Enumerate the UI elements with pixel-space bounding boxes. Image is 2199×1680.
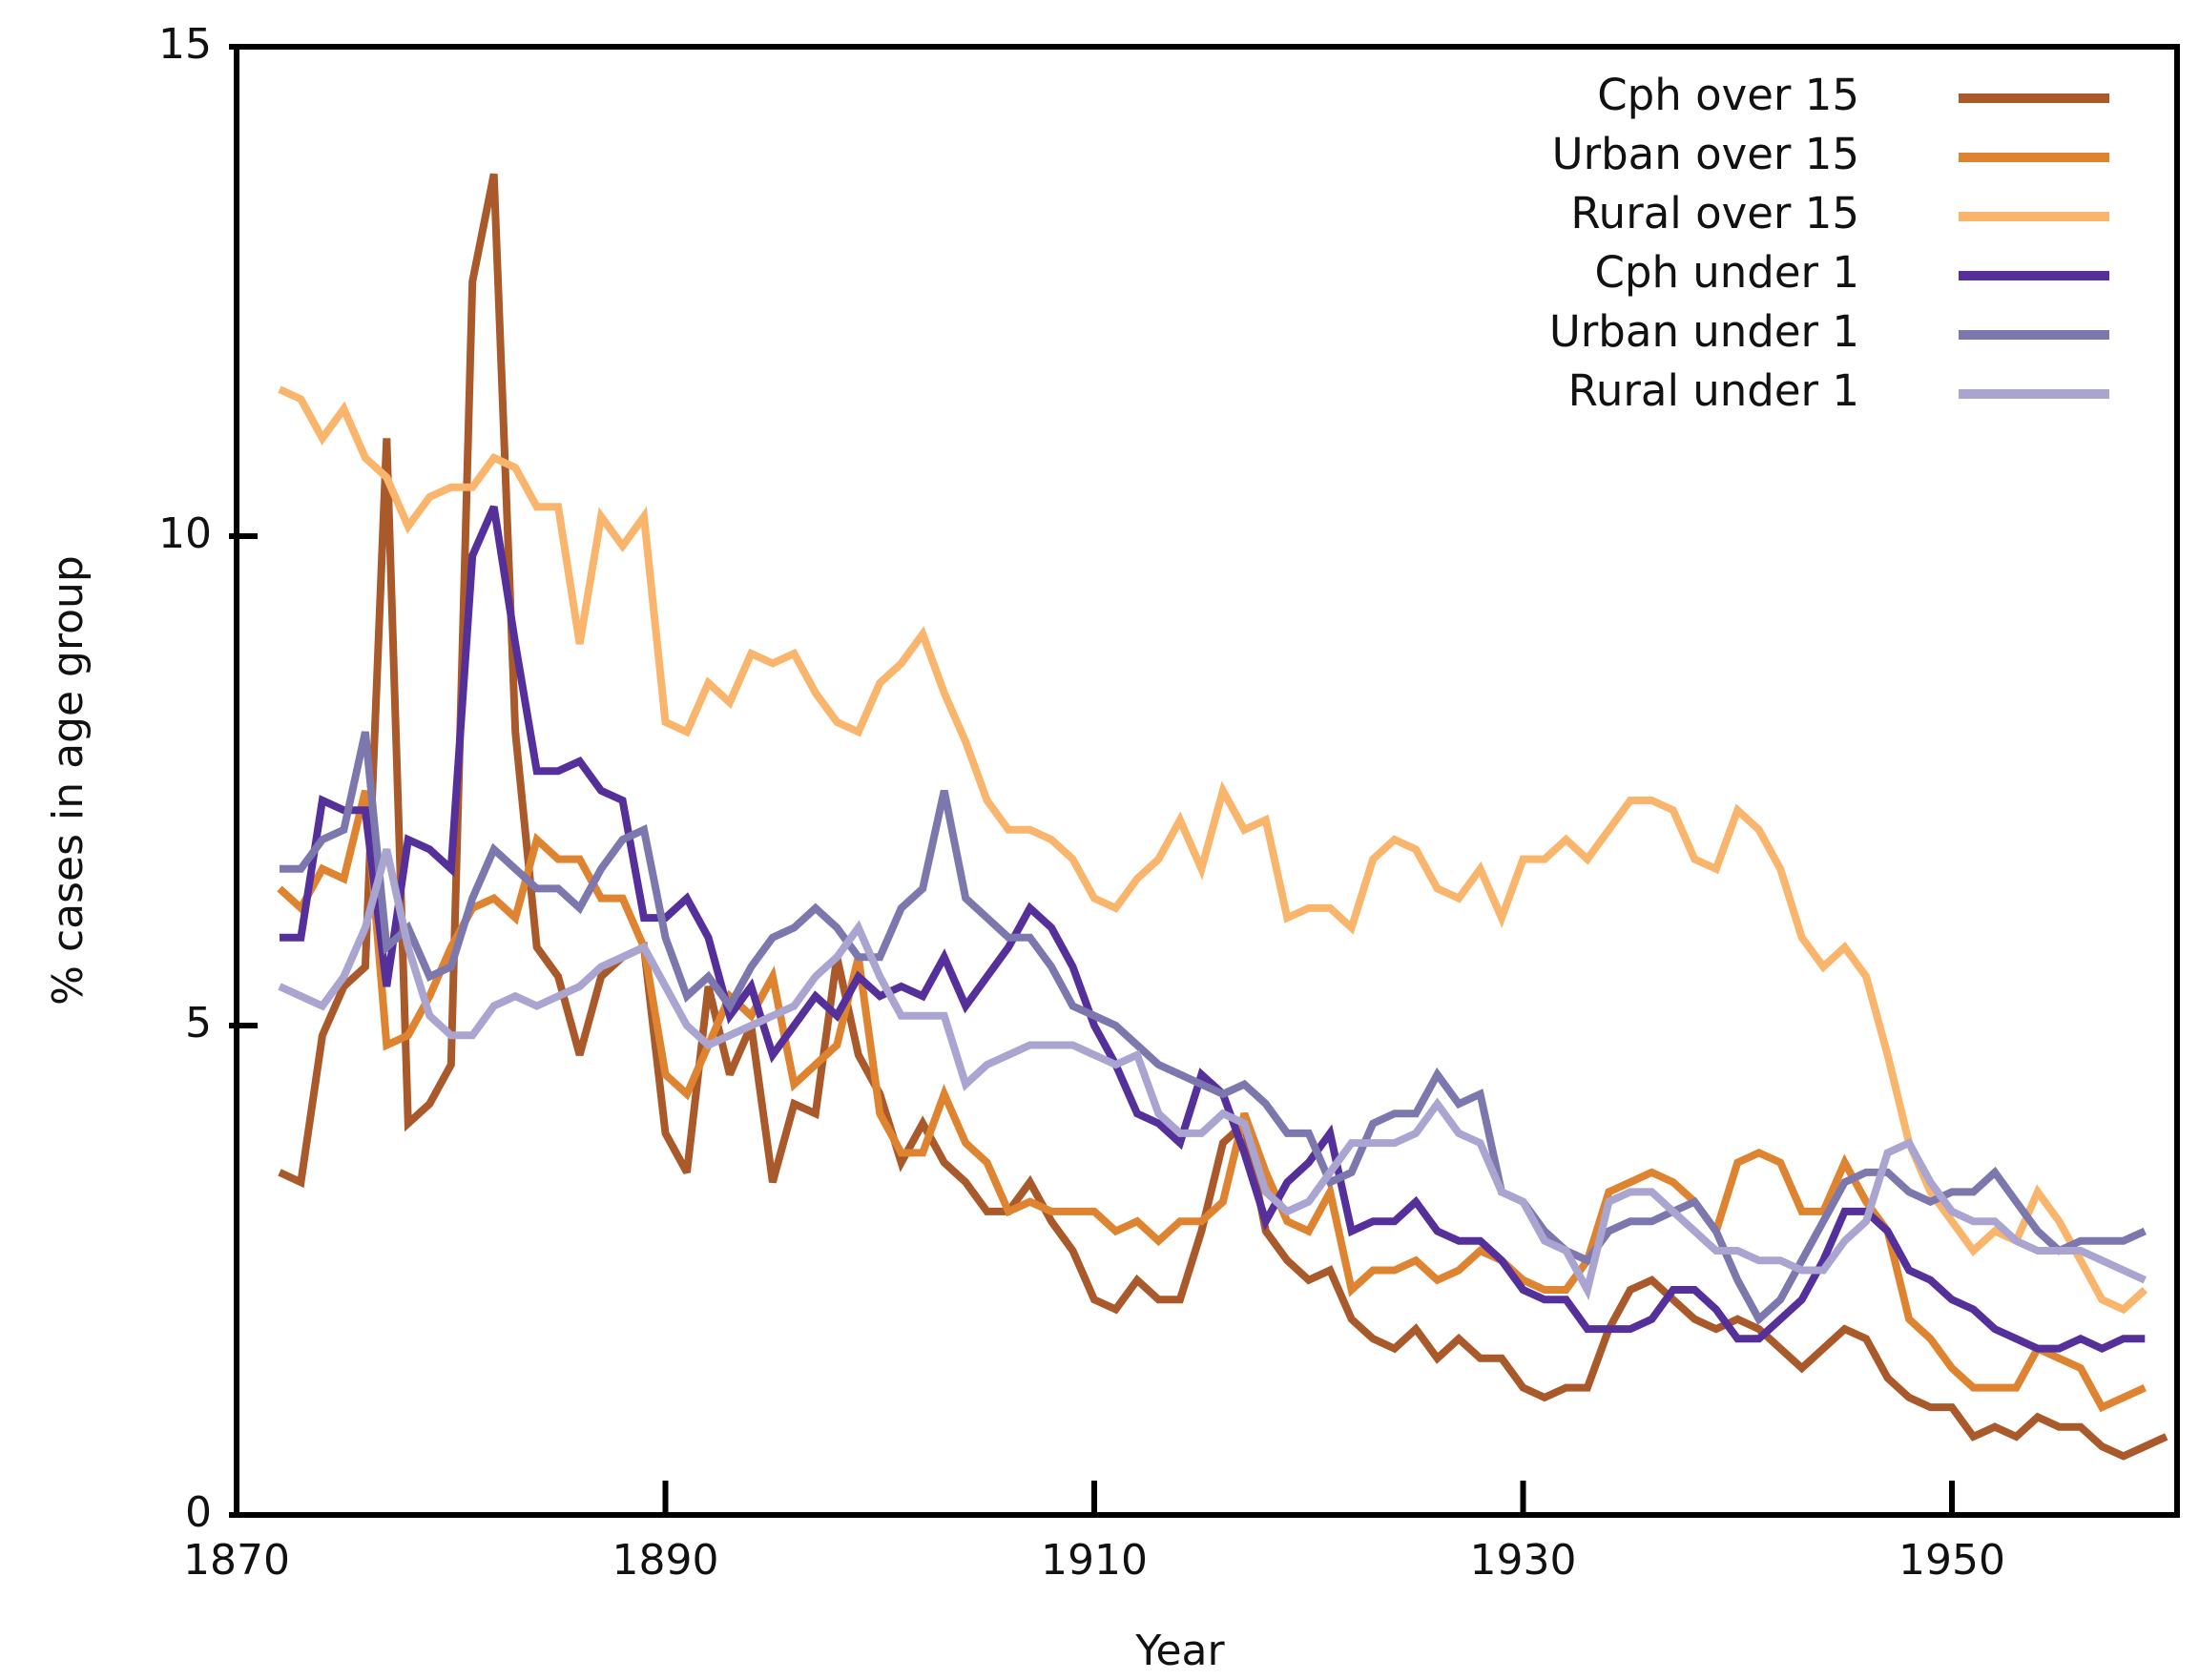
x-tick-label: 1890 (612, 1536, 719, 1585)
legend-label: Cph under 1 (1594, 247, 1859, 298)
data-line (280, 731, 2147, 1326)
x-tick-label: 1930 (1470, 1536, 1577, 1585)
y-tick-label: 15 (158, 20, 212, 69)
legend-label: Cph over 15 (1597, 70, 1859, 120)
data-line (278, 173, 2168, 1461)
x-axis-label: Year (1134, 1627, 1225, 1675)
y-axis-label: % cases in age group (44, 555, 93, 1006)
y-tick-label: 5 (185, 999, 212, 1047)
legend-label: Urban under 1 (1549, 306, 1859, 357)
x-tick-label: 1910 (1041, 1536, 1148, 1585)
data-line (277, 789, 2147, 1413)
x-tick-label: 1950 (1898, 1536, 2005, 1585)
data-line (278, 385, 2147, 1315)
data-line (278, 848, 2147, 1300)
legend-label: Rural under 1 (1568, 365, 1859, 416)
legend-label: Urban over 15 (1552, 129, 1859, 179)
x-tick-label: 1870 (183, 1536, 290, 1585)
y-tick-label: 10 (158, 509, 212, 558)
plot-frame (234, 44, 2180, 1518)
y-tick-label: 0 (185, 1488, 212, 1537)
data-line (280, 505, 2146, 1354)
legend-label: Rural over 15 (1570, 188, 1859, 239)
